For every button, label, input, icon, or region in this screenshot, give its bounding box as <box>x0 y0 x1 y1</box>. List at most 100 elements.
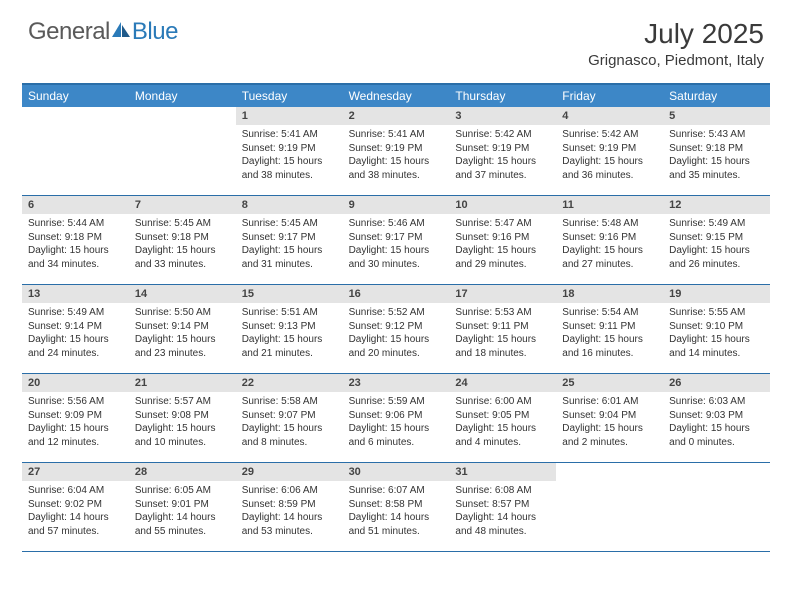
day-cell: 24Sunrise: 6:00 AMSunset: 9:05 PMDayligh… <box>449 374 556 462</box>
day-cell: 3Sunrise: 5:42 AMSunset: 9:19 PMDaylight… <box>449 107 556 195</box>
weekday-label: Tuesday <box>236 85 343 107</box>
day-body: Sunrise: 5:47 AMSunset: 9:16 PMDaylight:… <box>449 214 556 275</box>
weekday-label: Sunday <box>22 85 129 107</box>
brand-general: General <box>28 18 110 46</box>
sunset-line: Sunset: 9:01 PM <box>135 498 230 512</box>
sunrise-line: Sunrise: 5:55 AM <box>669 306 764 320</box>
day-cell: 28Sunrise: 6:05 AMSunset: 9:01 PMDayligh… <box>129 463 236 551</box>
day-number: 29 <box>236 463 343 481</box>
day-cell: 12Sunrise: 5:49 AMSunset: 9:15 PMDayligh… <box>663 196 770 284</box>
sunrise-line: Sunrise: 5:49 AM <box>669 217 764 231</box>
day-number: 15 <box>236 285 343 303</box>
week-row: 6Sunrise: 5:44 AMSunset: 9:18 PMDaylight… <box>22 196 770 285</box>
day-cell: 20Sunrise: 5:56 AMSunset: 9:09 PMDayligh… <box>22 374 129 462</box>
day-body: Sunrise: 6:05 AMSunset: 9:01 PMDaylight:… <box>129 481 236 542</box>
sunset-line: Sunset: 9:05 PM <box>455 409 550 423</box>
day-body: Sunrise: 6:03 AMSunset: 9:03 PMDaylight:… <box>663 392 770 453</box>
sunrise-line: Sunrise: 5:45 AM <box>135 217 230 231</box>
day-body: Sunrise: 5:46 AMSunset: 9:17 PMDaylight:… <box>343 214 450 275</box>
sunrise-line: Sunrise: 6:01 AM <box>562 395 657 409</box>
day-cell: 30Sunrise: 6:07 AMSunset: 8:58 PMDayligh… <box>343 463 450 551</box>
sunrise-line: Sunrise: 5:56 AM <box>28 395 123 409</box>
location: Grignasco, Piedmont, Italy <box>588 52 764 69</box>
day-body: Sunrise: 5:57 AMSunset: 9:08 PMDaylight:… <box>129 392 236 453</box>
week-row: 20Sunrise: 5:56 AMSunset: 9:09 PMDayligh… <box>22 374 770 463</box>
sunset-line: Sunset: 9:12 PM <box>349 320 444 334</box>
day-body: Sunrise: 5:50 AMSunset: 9:14 PMDaylight:… <box>129 303 236 364</box>
daylight-line: Daylight: 14 hours and 57 minutes. <box>28 511 123 538</box>
sunset-line: Sunset: 9:16 PM <box>455 231 550 245</box>
day-number: 17 <box>449 285 556 303</box>
daylight-line: Daylight: 15 hours and 38 minutes. <box>242 155 337 182</box>
sunset-line: Sunset: 9:19 PM <box>349 142 444 156</box>
day-cell: 13Sunrise: 5:49 AMSunset: 9:14 PMDayligh… <box>22 285 129 373</box>
sunset-line: Sunset: 9:09 PM <box>28 409 123 423</box>
sunset-line: Sunset: 9:14 PM <box>28 320 123 334</box>
daylight-line: Daylight: 15 hours and 16 minutes. <box>562 333 657 360</box>
day-body: Sunrise: 5:49 AMSunset: 9:15 PMDaylight:… <box>663 214 770 275</box>
daylight-line: Daylight: 15 hours and 37 minutes. <box>455 155 550 182</box>
daylight-line: Daylight: 15 hours and 31 minutes. <box>242 244 337 271</box>
day-body: Sunrise: 5:48 AMSunset: 9:16 PMDaylight:… <box>556 214 663 275</box>
sunset-line: Sunset: 9:19 PM <box>455 142 550 156</box>
daylight-line: Daylight: 15 hours and 24 minutes. <box>28 333 123 360</box>
daylight-line: Daylight: 15 hours and 30 minutes. <box>349 244 444 271</box>
day-body: Sunrise: 5:41 AMSunset: 9:19 PMDaylight:… <box>236 125 343 186</box>
day-cell: 21Sunrise: 5:57 AMSunset: 9:08 PMDayligh… <box>129 374 236 462</box>
day-cell: 26Sunrise: 6:03 AMSunset: 9:03 PMDayligh… <box>663 374 770 462</box>
day-number: 19 <box>663 285 770 303</box>
sunset-line: Sunset: 9:18 PM <box>135 231 230 245</box>
day-body: Sunrise: 6:01 AMSunset: 9:04 PMDaylight:… <box>556 392 663 453</box>
sunrise-line: Sunrise: 5:44 AM <box>28 217 123 231</box>
daylight-line: Daylight: 15 hours and 10 minutes. <box>135 422 230 449</box>
day-number: 1 <box>236 107 343 125</box>
day-cell: 15Sunrise: 5:51 AMSunset: 9:13 PMDayligh… <box>236 285 343 373</box>
day-number: 28 <box>129 463 236 481</box>
day-cell: 31Sunrise: 6:08 AMSunset: 8:57 PMDayligh… <box>449 463 556 551</box>
day-body: Sunrise: 6:08 AMSunset: 8:57 PMDaylight:… <box>449 481 556 542</box>
daylight-line: Daylight: 15 hours and 33 minutes. <box>135 244 230 271</box>
day-number: 12 <box>663 196 770 214</box>
day-cell: 27Sunrise: 6:04 AMSunset: 9:02 PMDayligh… <box>22 463 129 551</box>
sunset-line: Sunset: 9:03 PM <box>669 409 764 423</box>
sunset-line: Sunset: 9:15 PM <box>669 231 764 245</box>
sunset-line: Sunset: 9:17 PM <box>242 231 337 245</box>
day-body: Sunrise: 5:42 AMSunset: 9:19 PMDaylight:… <box>449 125 556 186</box>
day-number: 13 <box>22 285 129 303</box>
day-cell: 17Sunrise: 5:53 AMSunset: 9:11 PMDayligh… <box>449 285 556 373</box>
sunrise-line: Sunrise: 6:00 AM <box>455 395 550 409</box>
weekday-label: Monday <box>129 85 236 107</box>
day-cell: 14Sunrise: 5:50 AMSunset: 9:14 PMDayligh… <box>129 285 236 373</box>
day-number: 16 <box>343 285 450 303</box>
day-body: Sunrise: 5:54 AMSunset: 9:11 PMDaylight:… <box>556 303 663 364</box>
sunrise-line: Sunrise: 5:42 AM <box>562 128 657 142</box>
sunrise-line: Sunrise: 5:41 AM <box>242 128 337 142</box>
weeks: 1Sunrise: 5:41 AMSunset: 9:19 PMDaylight… <box>22 107 770 552</box>
day-number: 8 <box>236 196 343 214</box>
daylight-line: Daylight: 15 hours and 29 minutes. <box>455 244 550 271</box>
day-body: Sunrise: 5:53 AMSunset: 9:11 PMDaylight:… <box>449 303 556 364</box>
weekday-label: Friday <box>556 85 663 107</box>
daylight-line: Daylight: 15 hours and 34 minutes. <box>28 244 123 271</box>
sunset-line: Sunset: 9:18 PM <box>669 142 764 156</box>
sunset-line: Sunset: 9:13 PM <box>242 320 337 334</box>
day-number: 6 <box>22 196 129 214</box>
daylight-line: Daylight: 14 hours and 55 minutes. <box>135 511 230 538</box>
sunrise-line: Sunrise: 5:43 AM <box>669 128 764 142</box>
day-body: Sunrise: 5:43 AMSunset: 9:18 PMDaylight:… <box>663 125 770 186</box>
day-cell: 22Sunrise: 5:58 AMSunset: 9:07 PMDayligh… <box>236 374 343 462</box>
day-body: Sunrise: 6:00 AMSunset: 9:05 PMDaylight:… <box>449 392 556 453</box>
daylight-line: Daylight: 15 hours and 23 minutes. <box>135 333 230 360</box>
day-number: 4 <box>556 107 663 125</box>
day-number: 2 <box>343 107 450 125</box>
sunset-line: Sunset: 9:11 PM <box>562 320 657 334</box>
daylight-line: Daylight: 15 hours and 36 minutes. <box>562 155 657 182</box>
sunrise-line: Sunrise: 6:08 AM <box>455 484 550 498</box>
daylight-line: Daylight: 15 hours and 2 minutes. <box>562 422 657 449</box>
day-number: 22 <box>236 374 343 392</box>
sunset-line: Sunset: 8:59 PM <box>242 498 337 512</box>
sunrise-line: Sunrise: 5:53 AM <box>455 306 550 320</box>
day-cell: 11Sunrise: 5:48 AMSunset: 9:16 PMDayligh… <box>556 196 663 284</box>
sunrise-line: Sunrise: 5:50 AM <box>135 306 230 320</box>
day-cell: 23Sunrise: 5:59 AMSunset: 9:06 PMDayligh… <box>343 374 450 462</box>
